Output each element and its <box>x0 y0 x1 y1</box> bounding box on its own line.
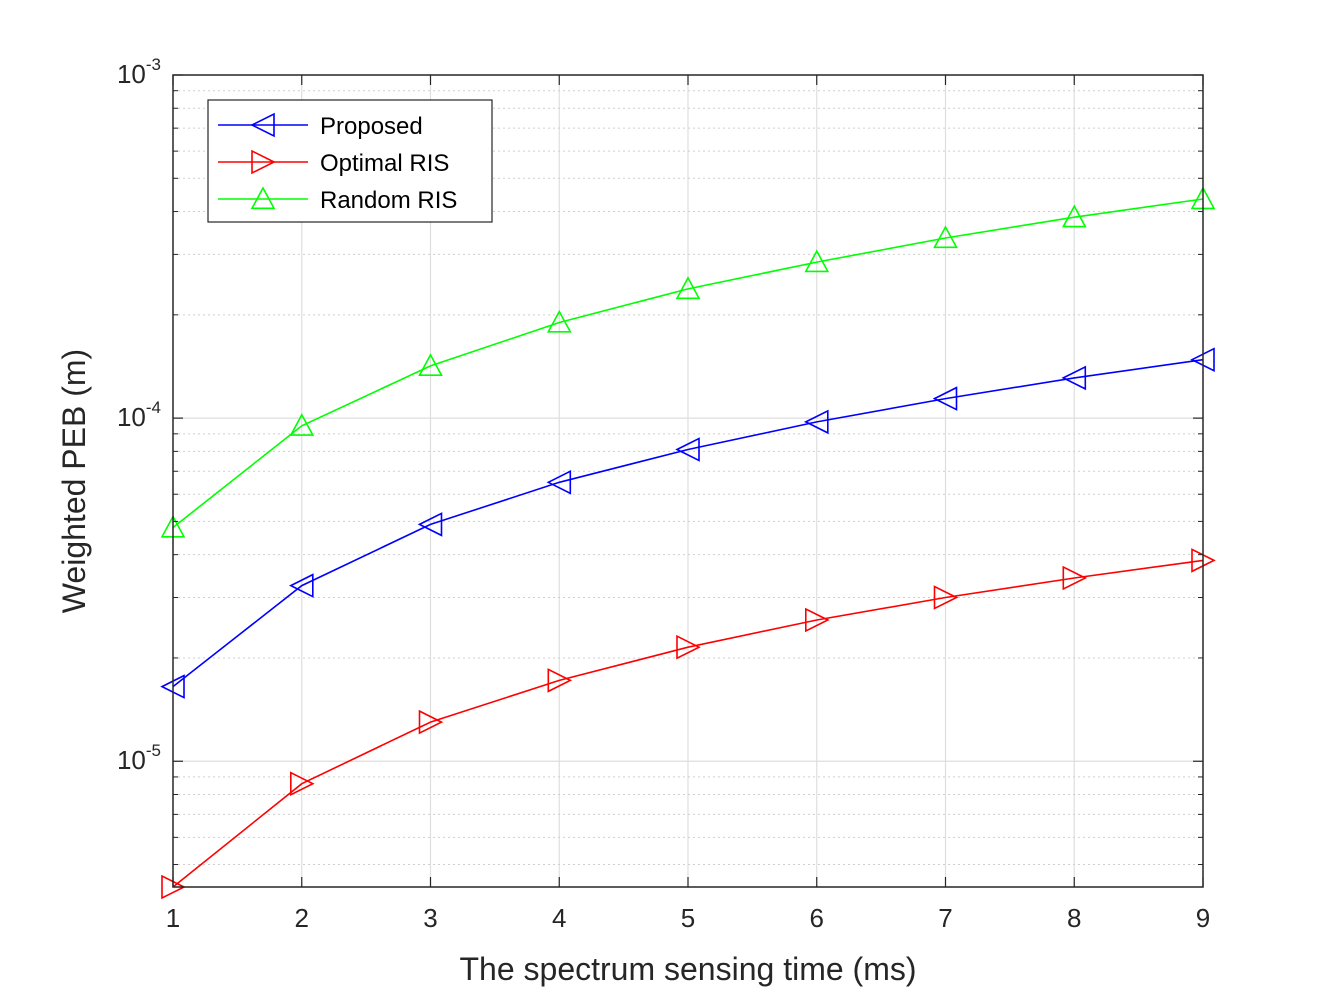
legend-label: Optimal RIS <box>320 150 449 177</box>
series-line <box>172 358 1204 688</box>
data-point-marker <box>1062 565 1088 591</box>
series-line <box>172 559 1204 888</box>
legend-item: Optimal RIS <box>218 149 449 177</box>
data-point-marker <box>418 353 443 377</box>
data-point-marker <box>932 386 958 411</box>
legend-label: Proposed <box>320 113 423 140</box>
y-tick-exponent: -5 <box>146 741 161 760</box>
x-axis-label: The spectrum sensing time (ms) <box>459 951 916 987</box>
ticks: 1 2 3 4 5 6 7 8 910-510-410-3 <box>117 55 1210 933</box>
y-tick-exponent: -3 <box>146 55 161 74</box>
legend-marker <box>251 149 276 175</box>
x-tick-label: 4 <box>552 903 566 933</box>
legend: Proposed Optimal RIS Random RIS <box>207 99 493 223</box>
x-tick-label: 7 <box>938 903 952 933</box>
data-point-marker <box>804 409 829 435</box>
data-point-marker <box>546 309 572 333</box>
data-point-marker <box>933 225 958 249</box>
data-point-marker <box>675 437 700 462</box>
y-tick-exponent: -4 <box>146 398 161 417</box>
y-tick-base: 10 <box>117 59 146 89</box>
data-point-marker <box>289 413 315 436</box>
series-optimal-ris <box>161 548 1216 900</box>
data-point-marker <box>1061 365 1087 391</box>
y-tick-base: 10 <box>117 402 146 432</box>
data-point-marker <box>289 771 315 796</box>
data-point-marker <box>417 512 443 537</box>
y-tick-label: 10-4 <box>117 398 161 432</box>
y-tick-label: 10-5 <box>117 741 161 775</box>
data-point-marker <box>289 573 314 598</box>
legend-marker <box>250 112 275 138</box>
data-point-marker <box>1061 204 1087 228</box>
series-line <box>172 198 1204 529</box>
data-point-marker <box>675 276 701 300</box>
data-point-marker <box>418 709 444 735</box>
data-point-marker <box>933 585 959 610</box>
legend-label: Random RIS <box>320 187 457 214</box>
x-tick-label: 3 <box>423 903 437 933</box>
data-point-marker <box>547 668 573 693</box>
data-point-marker <box>804 249 830 273</box>
legend-item: Proposed <box>218 112 423 140</box>
y-tick-label: 10-3 <box>117 55 161 89</box>
x-tick-label: 8 <box>1067 903 1081 933</box>
y-axis-label: Weighted PEB (m) <box>56 349 92 613</box>
legend-marker <box>250 186 276 210</box>
x-tick-label: 5 <box>681 903 695 933</box>
legend-item: Random RIS <box>218 186 457 214</box>
data-point-marker <box>676 634 701 660</box>
data-point-marker <box>804 607 830 633</box>
data-point-marker <box>546 470 572 495</box>
y-tick-base: 10 <box>117 745 146 775</box>
x-tick-label: 9 <box>1196 903 1210 933</box>
x-tick-label: 1 <box>166 903 180 933</box>
x-tick-label: 2 <box>295 903 309 933</box>
x-tick-label: 6 <box>810 903 824 933</box>
